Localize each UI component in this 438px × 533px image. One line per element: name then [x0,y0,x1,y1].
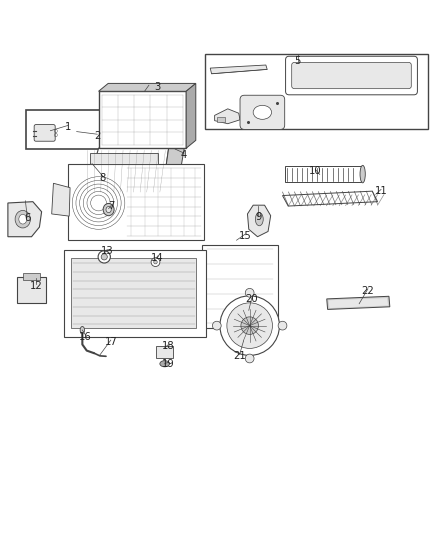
FancyBboxPatch shape [156,346,173,358]
Text: 4: 4 [181,150,187,160]
FancyBboxPatch shape [205,54,428,128]
Text: 2: 2 [94,131,100,141]
FancyBboxPatch shape [34,125,55,141]
FancyBboxPatch shape [292,62,411,88]
Polygon shape [327,296,390,310]
Circle shape [220,296,279,356]
Text: 9: 9 [255,213,261,222]
Text: 15: 15 [239,231,252,241]
Ellipse shape [106,206,111,213]
FancyBboxPatch shape [23,273,40,280]
Text: 7: 7 [109,201,115,212]
Text: 12: 12 [29,281,42,291]
FancyBboxPatch shape [90,152,158,164]
Circle shape [151,258,160,266]
Text: 16: 16 [79,332,92,342]
Text: 1: 1 [65,122,71,132]
Circle shape [245,288,254,297]
Polygon shape [85,148,169,194]
Text: 8: 8 [100,173,106,183]
FancyBboxPatch shape [217,117,225,122]
Ellipse shape [80,327,85,334]
Circle shape [98,251,110,263]
Ellipse shape [19,214,27,224]
Ellipse shape [15,211,31,228]
Polygon shape [247,205,271,237]
Text: 3: 3 [155,82,161,92]
Polygon shape [99,145,185,148]
Polygon shape [99,84,196,91]
Circle shape [227,303,272,349]
Text: 18: 18 [162,341,175,351]
FancyBboxPatch shape [64,250,206,337]
Text: 13: 13 [101,246,113,256]
Ellipse shape [160,361,170,367]
Text: 22: 22 [361,286,374,296]
Polygon shape [52,183,70,216]
Polygon shape [215,109,240,124]
Text: 5: 5 [295,55,301,66]
Text: O: O [54,129,57,134]
Text: 19: 19 [162,359,175,369]
FancyBboxPatch shape [240,95,285,130]
Text: 21: 21 [233,351,246,361]
Polygon shape [162,145,185,194]
Circle shape [278,321,287,330]
Text: O: O [54,133,57,139]
Polygon shape [210,65,267,74]
Circle shape [241,317,258,334]
Circle shape [212,321,221,330]
FancyBboxPatch shape [71,258,196,328]
Ellipse shape [255,213,263,226]
Text: 17: 17 [104,337,117,347]
FancyBboxPatch shape [99,91,186,148]
FancyBboxPatch shape [202,245,278,328]
FancyBboxPatch shape [68,164,204,240]
Text: 11: 11 [374,186,388,196]
FancyBboxPatch shape [286,56,417,95]
Text: 6: 6 [24,213,30,223]
Ellipse shape [103,204,114,216]
Circle shape [154,260,157,264]
Text: 20: 20 [246,294,258,304]
Polygon shape [328,298,388,308]
FancyBboxPatch shape [26,110,105,149]
Polygon shape [186,84,196,148]
Circle shape [101,254,107,260]
Ellipse shape [253,106,272,119]
Circle shape [245,354,254,363]
Text: 14: 14 [152,253,164,263]
Ellipse shape [360,165,365,183]
Polygon shape [8,201,42,237]
Polygon shape [283,191,378,206]
FancyBboxPatch shape [17,277,46,303]
FancyBboxPatch shape [285,166,361,182]
Text: 10: 10 [309,166,321,176]
